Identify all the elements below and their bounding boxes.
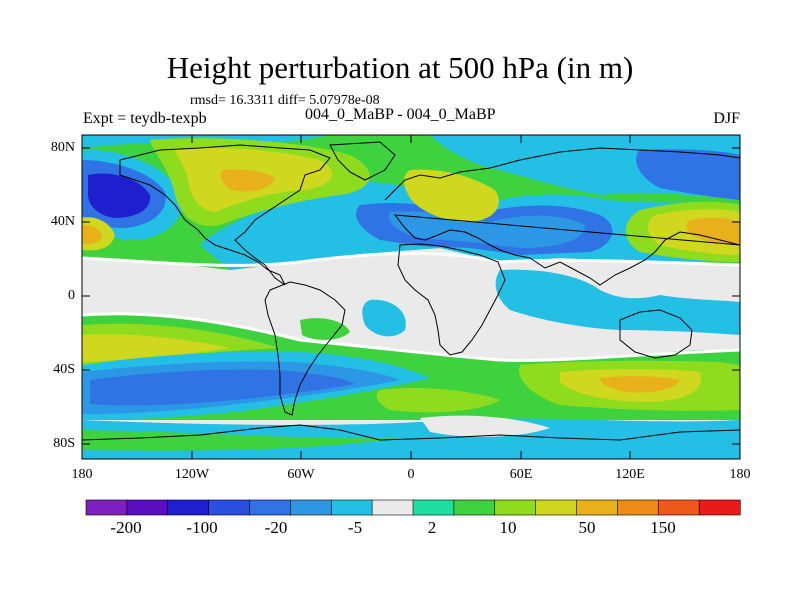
colorbar-label: -20 bbox=[264, 518, 288, 537]
coast-africa bbox=[397, 243, 506, 356]
coast-greenland bbox=[329, 141, 396, 181]
colorbar-swatch bbox=[371, 499, 414, 516]
pacific-low-core bbox=[88, 173, 151, 218]
colorbar-label: 50 bbox=[578, 518, 596, 537]
east-asia-ridge-max bbox=[686, 217, 740, 245]
lon-label-60e: 60E bbox=[509, 467, 533, 482]
colorbar-label: 10 bbox=[499, 518, 517, 537]
lat-ticks bbox=[82, 147, 740, 445]
zero-contour-south bbox=[82, 312, 740, 362]
lat-label-0: 0 bbox=[68, 288, 75, 303]
lat-label-80n: 80N bbox=[50, 140, 75, 155]
experiment-label: Expt = teydb-texpb bbox=[83, 110, 207, 127]
na-ridge-max bbox=[220, 169, 275, 192]
colorbar bbox=[85, 499, 741, 516]
south-polar-green bbox=[82, 430, 400, 451]
coast-europe-asia bbox=[384, 147, 740, 286]
tropical-cyan-east bbox=[495, 269, 740, 335]
colorbar-label: 2 bbox=[427, 518, 437, 537]
chart-title: Height perturbation at 500 hPa (in m) bbox=[166, 50, 634, 85]
season-label: DJF bbox=[713, 110, 740, 127]
colorbar-swatch bbox=[290, 499, 332, 516]
north-lightblue-region bbox=[388, 211, 585, 248]
lon-label-120w: 120W bbox=[174, 467, 210, 482]
tropical-cyan-atlantic bbox=[362, 299, 406, 337]
coast-south-america bbox=[264, 281, 346, 416]
lon-label-0: 0 bbox=[407, 467, 415, 482]
colorbar-swatch bbox=[85, 499, 128, 516]
south-atlantic-yellow bbox=[376, 388, 500, 413]
colorbar-swatch bbox=[208, 499, 251, 516]
europe-ridge bbox=[404, 169, 499, 222]
colorbar-swatch bbox=[535, 499, 578, 516]
colorbar-label: -200 bbox=[110, 518, 142, 537]
southern-trough-core bbox=[90, 369, 355, 406]
colorbar-label: -100 bbox=[186, 518, 218, 537]
lat-label-40s: 40S bbox=[53, 362, 75, 377]
coast-north-america bbox=[119, 144, 331, 286]
south-polar-neutral bbox=[420, 415, 550, 437]
lon-label-120e: 120E bbox=[615, 467, 645, 482]
zero-contour-north bbox=[82, 252, 740, 267]
colorbar-swatch bbox=[126, 499, 169, 516]
colorbar-swatch bbox=[330, 499, 373, 516]
colorbar-swatch bbox=[249, 499, 291, 516]
colorbar-label: 150 bbox=[650, 518, 676, 537]
colorbar-swatch bbox=[494, 499, 537, 516]
colorbar-swatch bbox=[412, 499, 455, 516]
south-indian-max bbox=[600, 376, 680, 393]
lon-label-180e: 180 bbox=[729, 467, 751, 482]
south-yellow-west bbox=[82, 334, 230, 362]
east-siberia-darkblue bbox=[636, 149, 740, 200]
colorbar-swatch bbox=[698, 499, 741, 516]
coast-antarctica bbox=[82, 424, 740, 441]
lat-label-80s: 80S bbox=[53, 436, 75, 451]
experiment-names: 004_0_MaBP - 004_0_MaBP bbox=[305, 106, 496, 123]
colorbar-swatch bbox=[617, 499, 659, 516]
lon-ticks bbox=[81, 135, 741, 459]
lon-label-180w: 180 bbox=[71, 467, 93, 482]
lon-label-60w: 60W bbox=[287, 467, 315, 482]
west-pacific-ridge-max bbox=[82, 225, 102, 245]
tropical-green-pacific bbox=[300, 318, 350, 340]
lat-label-40n: 40N bbox=[50, 214, 75, 229]
colorbar-swatch bbox=[576, 499, 618, 516]
colorbar-swatch bbox=[453, 499, 496, 516]
coastlines bbox=[82, 141, 740, 441]
colorbar-label: -5 bbox=[347, 518, 363, 537]
colorbar-swatch bbox=[167, 499, 210, 516]
coast-australia bbox=[619, 309, 693, 359]
height-field bbox=[82, 135, 740, 459]
stats-line: rmsd= 16.3311 diff= 5.07978e-08 bbox=[190, 93, 380, 108]
colorbar-swatch bbox=[657, 499, 700, 516]
